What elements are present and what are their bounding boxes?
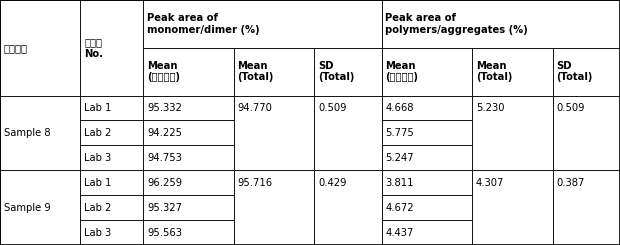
Bar (143, 145, 234, 170)
Text: 94.753: 94.753 (147, 153, 182, 163)
Bar (234, 48, 314, 96)
Bar (81, 220, 143, 245)
Text: 실험실
No.: 실험실 No. (84, 37, 103, 59)
Bar (81, 170, 143, 195)
Bar (382, 170, 472, 195)
Text: 4.307: 4.307 (476, 178, 504, 188)
Bar (382, 96, 472, 121)
Text: 0.429: 0.429 (318, 178, 347, 188)
Text: Peak area of
polymers/aggregates (%): Peak area of polymers/aggregates (%) (386, 13, 528, 35)
Text: Mean
(Total): Mean (Total) (237, 61, 274, 83)
Text: Mean
(Total): Mean (Total) (476, 61, 512, 83)
Text: Mean
(실험실별): Mean (실험실별) (147, 61, 180, 83)
Text: 0.509: 0.509 (556, 103, 585, 113)
Bar (314, 96, 382, 170)
Text: 0.387: 0.387 (556, 178, 585, 188)
Bar (314, 170, 382, 245)
Bar (382, 121, 472, 145)
Bar (143, 195, 234, 220)
Bar (143, 0, 382, 48)
Text: Mean
(실험실별): Mean (실험실별) (386, 61, 418, 83)
Bar (143, 121, 234, 145)
Bar (143, 48, 234, 96)
Text: Lab 2: Lab 2 (84, 128, 112, 138)
Text: 4.437: 4.437 (386, 228, 414, 238)
Text: 94.770: 94.770 (237, 103, 272, 113)
Text: SD
(Total): SD (Total) (556, 61, 593, 83)
Bar (472, 48, 552, 96)
Bar (81, 96, 143, 121)
Bar (143, 96, 234, 121)
Bar (143, 220, 234, 245)
Text: 94.225: 94.225 (147, 128, 182, 138)
Bar (382, 145, 472, 170)
Bar (472, 96, 552, 170)
Text: 0.509: 0.509 (318, 103, 347, 113)
Text: 5.775: 5.775 (386, 128, 414, 138)
Bar (314, 48, 382, 96)
Text: Lab 2: Lab 2 (84, 203, 112, 213)
Bar (81, 195, 143, 220)
Text: Peak area of
monomer/dimer (%): Peak area of monomer/dimer (%) (147, 13, 260, 35)
Text: SD
(Total): SD (Total) (318, 61, 354, 83)
Text: Lab 3: Lab 3 (84, 153, 112, 163)
Bar (552, 96, 620, 170)
Text: Lab 3: Lab 3 (84, 228, 112, 238)
Bar (234, 170, 314, 245)
Bar (81, 145, 143, 170)
Bar (81, 0, 143, 96)
Bar (0, 96, 81, 170)
Bar (382, 0, 620, 48)
Bar (143, 170, 234, 195)
Bar (472, 170, 552, 245)
Text: Sample 8: Sample 8 (4, 128, 50, 138)
Text: 3.811: 3.811 (386, 178, 414, 188)
Text: 96.259: 96.259 (147, 178, 182, 188)
Bar (81, 121, 143, 145)
Bar (382, 48, 472, 96)
Bar (382, 195, 472, 220)
Text: 95.563: 95.563 (147, 228, 182, 238)
Text: 4.668: 4.668 (386, 103, 414, 113)
Text: Lab 1: Lab 1 (84, 178, 112, 188)
Text: 5.230: 5.230 (476, 103, 504, 113)
Text: Sample 9: Sample 9 (4, 203, 50, 213)
Text: 95.716: 95.716 (237, 178, 273, 188)
Text: 5.247: 5.247 (386, 153, 414, 163)
Bar (234, 96, 314, 170)
Bar (552, 170, 620, 245)
Text: 검체번호: 검체번호 (4, 43, 28, 53)
Bar (0, 170, 81, 245)
Bar (0, 0, 81, 96)
Text: 95.332: 95.332 (147, 103, 182, 113)
Text: Lab 1: Lab 1 (84, 103, 112, 113)
Bar (552, 48, 620, 96)
Bar (382, 220, 472, 245)
Text: 4.672: 4.672 (386, 203, 414, 213)
Text: 95.327: 95.327 (147, 203, 182, 213)
